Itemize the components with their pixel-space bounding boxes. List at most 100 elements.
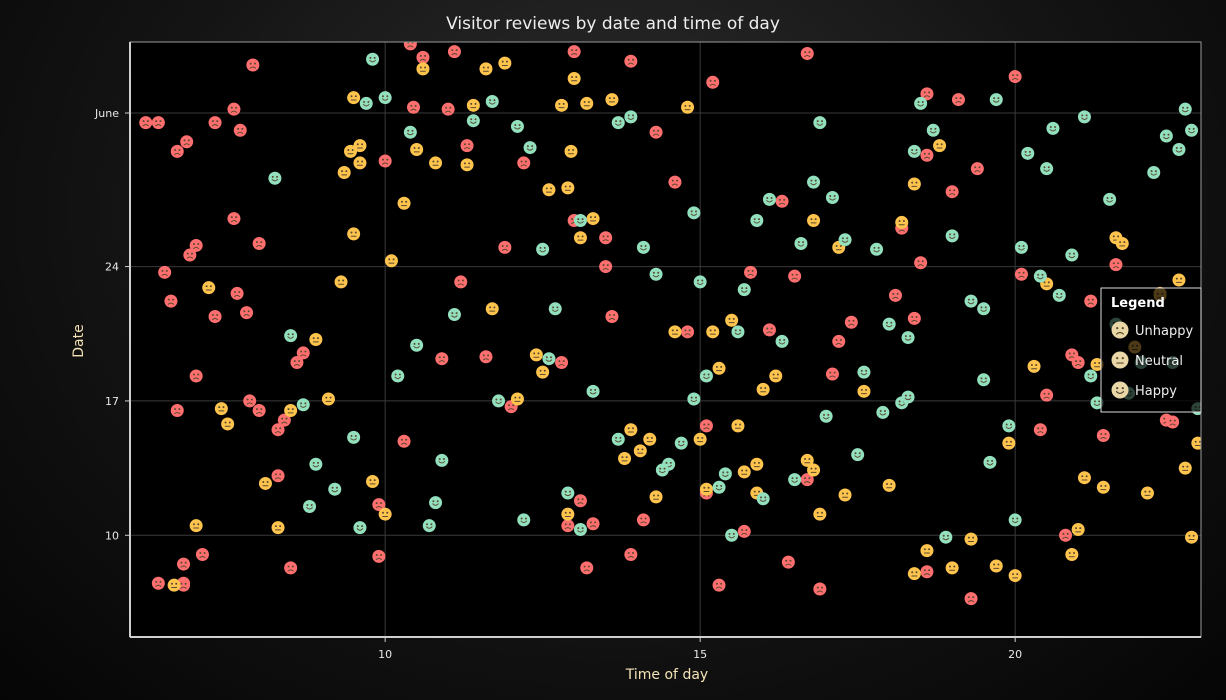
neutral-review-point <box>542 183 556 197</box>
unhappy-review-point <box>240 306 254 320</box>
unhappy-review-point <box>246 58 260 72</box>
happy-review-point <box>536 242 550 256</box>
unhappy-review-point <box>605 309 619 323</box>
unhappy-review-point <box>397 434 411 448</box>
neutral-review-point <box>221 417 235 431</box>
neutral-review-point <box>1027 359 1041 373</box>
y-axis-ticks: 10 17 24 June <box>94 107 130 542</box>
happy-review-point <box>731 325 745 339</box>
happy-review-point <box>687 206 701 220</box>
neutral-review-point <box>668 325 682 339</box>
happy-review-point <box>1090 396 1104 410</box>
unhappy-review-point <box>277 413 291 427</box>
happy-review-point <box>447 308 461 322</box>
unhappy-review-point <box>170 144 184 158</box>
neutral-review-point <box>561 507 575 521</box>
happy-review-point <box>1021 146 1035 160</box>
happy-review-point <box>403 125 417 139</box>
neutral-review-point <box>580 96 594 110</box>
unhappy-review-point <box>762 323 776 337</box>
happy-review-point <box>1077 110 1091 124</box>
unhappy-review-point <box>920 565 934 579</box>
unhappy-review-point <box>180 135 194 149</box>
neutral-review-point <box>284 404 298 418</box>
unhappy-review-point <box>561 519 575 533</box>
neutral-review-point <box>725 313 739 327</box>
unhappy-review-point <box>189 238 203 252</box>
happy-review-point <box>435 453 449 467</box>
happy-review-point <box>328 482 342 496</box>
neutral-review-point <box>920 544 934 558</box>
happy-review-point <box>737 283 751 297</box>
y-tick-label: 10 <box>105 529 119 542</box>
unhappy-review-point <box>271 423 285 437</box>
happy-review-point <box>296 398 310 412</box>
neutral-review-point <box>309 333 323 346</box>
neutral-review-point <box>1115 237 1129 251</box>
happy-review-point <box>492 394 506 408</box>
x-tick-label: 10 <box>378 648 392 661</box>
happy-review-point <box>1046 121 1060 135</box>
neutral-review-point <box>536 365 550 379</box>
unhappy-review-point <box>737 524 751 538</box>
happy-review-point <box>725 528 739 542</box>
neutral-review-point <box>366 475 380 489</box>
neutral-review-point <box>167 578 181 592</box>
happy-review-point <box>693 275 707 289</box>
neutral-review-point <box>907 177 921 191</box>
happy-review-point <box>548 302 562 316</box>
neutral-review-point <box>945 561 959 575</box>
neutral-review-point <box>1071 523 1085 537</box>
neutral-review-point <box>706 325 720 339</box>
happy-review-point <box>510 119 524 133</box>
happy-review-point <box>1103 192 1117 206</box>
unhappy-review-point <box>970 162 984 176</box>
unhappy-review-point <box>800 47 814 61</box>
unhappy-review-point <box>964 592 978 606</box>
unhappy-review-point <box>599 231 613 245</box>
neutral-review-point <box>1178 461 1192 475</box>
neutral-review-point <box>347 91 361 105</box>
happy-review-point <box>466 114 480 128</box>
neutral-review-point <box>750 457 764 471</box>
happy-review-point <box>926 123 940 137</box>
happy-review-point <box>718 467 732 481</box>
happy-review-point <box>309 457 323 471</box>
unhappy-review-point <box>775 194 789 208</box>
neutral-review-point <box>933 139 947 153</box>
happy-review-point <box>870 242 884 256</box>
legend-label-happy: Happy <box>1135 384 1177 399</box>
happy-review-point <box>1159 129 1173 143</box>
happy-review-point <box>857 365 871 379</box>
unhappy-review-point <box>378 154 392 168</box>
unhappy-review-point <box>252 237 266 251</box>
neutral-review-point <box>397 196 411 210</box>
happy-review-point <box>649 267 663 281</box>
unhappy-review-point <box>951 93 965 107</box>
neutral-review-point <box>429 156 443 170</box>
unhappy-review-point <box>744 265 758 279</box>
unhappy-review-point <box>1033 423 1047 437</box>
unhappy-review-point <box>832 334 846 348</box>
neutral-review-point <box>334 275 348 289</box>
neutral-review-point <box>347 227 361 241</box>
happy-review-point <box>687 392 701 406</box>
neutral-review-point <box>699 482 713 496</box>
unhappy-review-point <box>668 175 682 189</box>
unhappy-review-point <box>1096 428 1110 442</box>
x-axis-title: Time of day <box>625 667 708 683</box>
happy-review-point <box>359 96 373 110</box>
unhappy-review-point <box>170 404 184 418</box>
neutral-review-point <box>895 215 909 229</box>
unhappy-review-point <box>164 294 178 308</box>
happy-review-point <box>1008 513 1022 527</box>
neutral-review-point <box>555 98 569 112</box>
legend-title: Legend <box>1111 296 1165 311</box>
neutral-review-point <box>807 463 821 477</box>
chart-title: Visitor reviews by date and time of day <box>446 14 780 34</box>
neutral-review-point <box>838 488 852 502</box>
neutral-review-point <box>857 384 871 398</box>
unhappy-review-point <box>844 315 858 329</box>
happy-review-point <box>939 530 953 544</box>
happy-review-point <box>794 237 808 251</box>
